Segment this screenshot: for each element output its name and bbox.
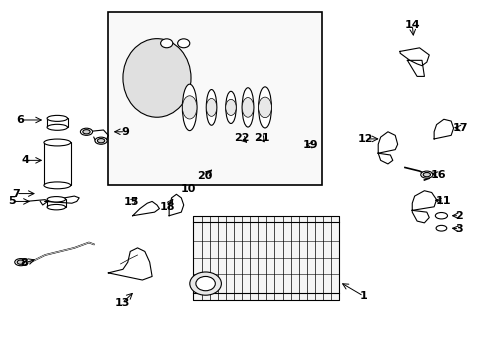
Text: 6: 6 <box>16 115 24 125</box>
Text: 8: 8 <box>21 258 28 268</box>
Polygon shape <box>407 60 424 76</box>
Text: 7: 7 <box>12 189 20 199</box>
Text: 19: 19 <box>302 140 317 150</box>
Polygon shape <box>132 202 159 216</box>
Ellipse shape <box>242 88 253 127</box>
Ellipse shape <box>44 139 71 146</box>
Ellipse shape <box>225 99 236 116</box>
Ellipse shape <box>206 99 216 116</box>
Polygon shape <box>377 132 397 153</box>
Text: 2: 2 <box>455 211 462 221</box>
Polygon shape <box>169 194 183 216</box>
Text: 21: 21 <box>253 133 269 143</box>
Polygon shape <box>433 119 453 139</box>
Text: 13: 13 <box>114 298 129 308</box>
Text: 10: 10 <box>181 184 196 194</box>
Polygon shape <box>399 48 428 66</box>
Text: 9: 9 <box>121 127 129 137</box>
Bar <box>44 143 71 185</box>
Ellipse shape <box>97 139 104 143</box>
Ellipse shape <box>47 115 67 121</box>
Text: 4: 4 <box>22 156 30 165</box>
Ellipse shape <box>258 87 271 128</box>
Text: 11: 11 <box>435 197 451 206</box>
Ellipse shape <box>47 124 67 130</box>
Ellipse shape <box>177 39 189 48</box>
Ellipse shape <box>44 182 71 189</box>
Bar <box>108 12 322 185</box>
Bar <box>47 199 65 207</box>
Ellipse shape <box>435 225 446 231</box>
Ellipse shape <box>434 212 447 219</box>
Ellipse shape <box>242 98 253 117</box>
Ellipse shape <box>420 171 432 178</box>
Ellipse shape <box>422 172 429 177</box>
Bar <box>47 118 67 127</box>
Text: 14: 14 <box>404 19 419 30</box>
Ellipse shape <box>160 39 172 48</box>
Polygon shape <box>108 248 152 280</box>
Text: 22: 22 <box>234 133 249 143</box>
Text: 15: 15 <box>124 197 139 207</box>
Ellipse shape <box>82 130 90 134</box>
Ellipse shape <box>196 276 215 291</box>
Ellipse shape <box>182 84 197 131</box>
Text: 18: 18 <box>160 202 175 212</box>
Polygon shape <box>411 191 436 210</box>
Text: 20: 20 <box>197 171 212 181</box>
Polygon shape <box>411 210 428 223</box>
Ellipse shape <box>15 258 27 266</box>
Ellipse shape <box>47 204 65 210</box>
Polygon shape <box>377 153 392 164</box>
Bar <box>193 216 339 300</box>
Ellipse shape <box>80 128 92 135</box>
Ellipse shape <box>122 39 191 117</box>
Ellipse shape <box>182 96 197 119</box>
Ellipse shape <box>189 272 221 295</box>
Ellipse shape <box>95 137 107 144</box>
Ellipse shape <box>17 260 24 264</box>
Ellipse shape <box>258 97 271 118</box>
Ellipse shape <box>206 90 216 125</box>
Ellipse shape <box>47 197 65 202</box>
Text: 1: 1 <box>359 291 367 301</box>
Text: 3: 3 <box>455 224 462 234</box>
Text: 12: 12 <box>357 134 372 144</box>
Text: 5: 5 <box>8 197 16 206</box>
Ellipse shape <box>225 91 236 123</box>
Polygon shape <box>45 196 79 203</box>
Text: 16: 16 <box>429 170 445 180</box>
Text: 17: 17 <box>452 123 468 133</box>
